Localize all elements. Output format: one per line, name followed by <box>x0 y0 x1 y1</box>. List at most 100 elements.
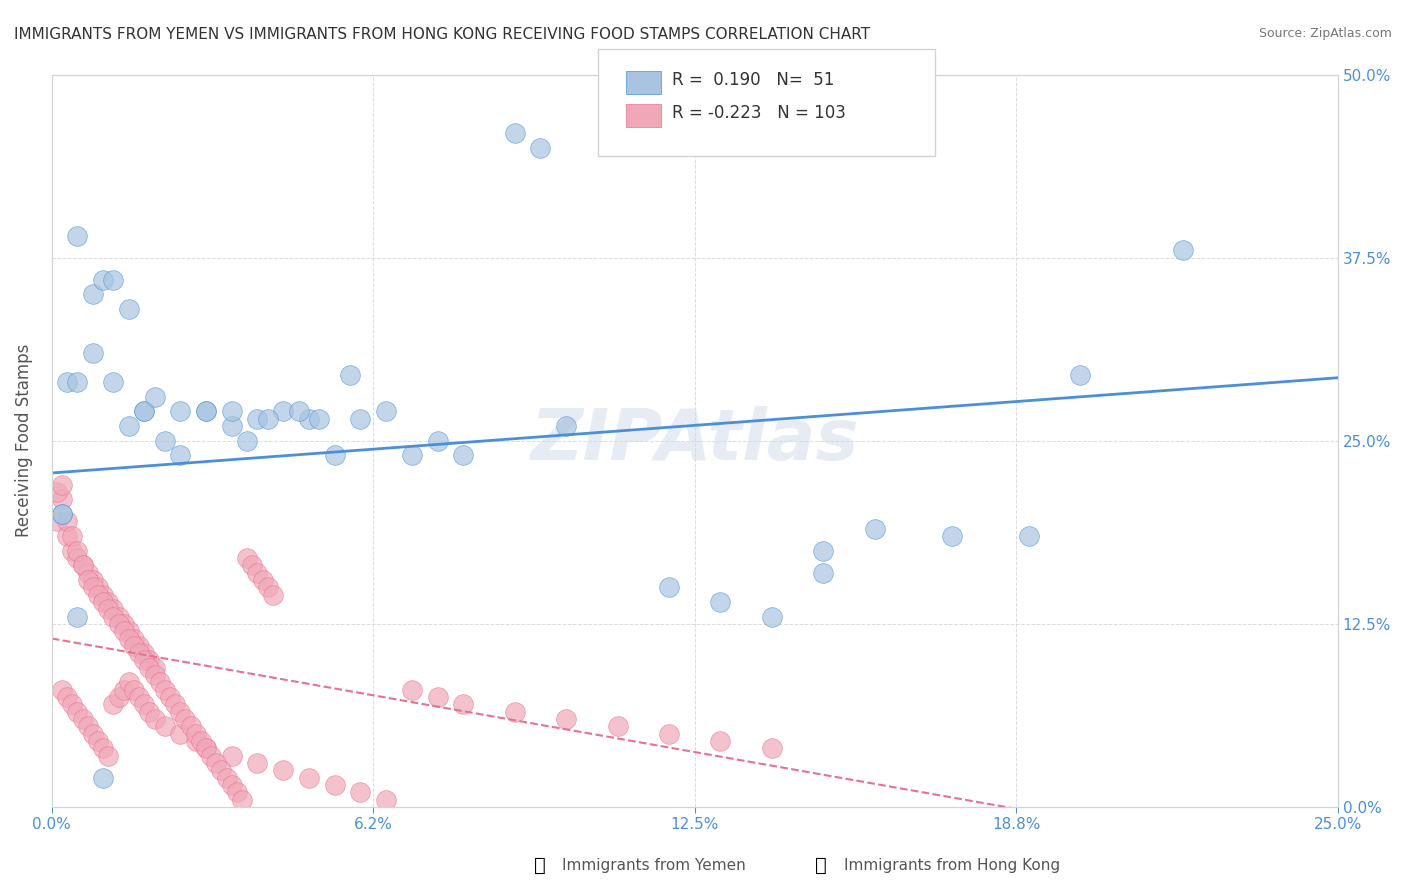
Point <box>221 419 243 434</box>
Point <box>863 522 886 536</box>
Point <box>82 580 104 594</box>
Point <box>112 682 135 697</box>
Point <box>118 624 141 639</box>
Point <box>128 639 150 653</box>
Point <box>103 375 125 389</box>
Point <box>134 404 156 418</box>
Point <box>56 690 79 705</box>
Point <box>128 646 150 660</box>
Point <box>103 272 125 286</box>
Point <box>813 543 835 558</box>
Text: 🔴: 🔴 <box>815 855 827 875</box>
Point <box>174 712 197 726</box>
Point <box>143 712 166 726</box>
Point <box>184 734 207 748</box>
Point <box>149 675 172 690</box>
Point <box>97 595 120 609</box>
Point <box>91 771 114 785</box>
Point <box>256 411 278 425</box>
Point <box>72 712 94 726</box>
Point <box>339 368 361 382</box>
Point <box>122 639 145 653</box>
Point <box>45 514 67 528</box>
Text: R = -0.223   N = 103: R = -0.223 N = 103 <box>672 104 846 122</box>
Point <box>271 764 294 778</box>
Point <box>66 705 89 719</box>
Point <box>323 778 346 792</box>
Point <box>51 682 73 697</box>
Point <box>246 566 269 580</box>
Point <box>128 690 150 705</box>
Point <box>451 449 474 463</box>
Point <box>555 712 578 726</box>
Point <box>184 727 207 741</box>
Point <box>45 485 67 500</box>
Point <box>349 411 371 425</box>
Point <box>118 419 141 434</box>
Point <box>138 661 160 675</box>
Point <box>503 705 526 719</box>
Point <box>51 492 73 507</box>
Point <box>236 434 259 448</box>
Point <box>252 573 274 587</box>
Point <box>169 404 191 418</box>
Point <box>1069 368 1091 382</box>
Point <box>256 580 278 594</box>
Point <box>153 682 176 697</box>
Point <box>118 632 141 646</box>
Point <box>138 653 160 667</box>
Point <box>97 748 120 763</box>
Point <box>323 449 346 463</box>
Point <box>72 558 94 573</box>
Point <box>107 616 129 631</box>
Point <box>103 602 125 616</box>
Point <box>107 609 129 624</box>
Point <box>195 404 218 418</box>
Point <box>709 734 731 748</box>
Point <box>66 609 89 624</box>
Point <box>658 727 681 741</box>
Point <box>236 550 259 565</box>
Point <box>159 690 181 705</box>
Point <box>66 228 89 243</box>
Point <box>82 287 104 301</box>
Point <box>298 771 321 785</box>
Y-axis label: Receiving Food Stamps: Receiving Food Stamps <box>15 344 32 538</box>
Point <box>112 624 135 639</box>
Point <box>66 375 89 389</box>
Point <box>426 690 449 705</box>
Text: R =  0.190   N=  51: R = 0.190 N= 51 <box>672 71 834 89</box>
Text: Immigrants from Yemen: Immigrants from Yemen <box>562 858 747 872</box>
Point <box>91 588 114 602</box>
Point <box>240 558 263 573</box>
Point <box>51 507 73 521</box>
Point <box>200 748 222 763</box>
Point <box>76 719 98 733</box>
Point <box>76 566 98 580</box>
Point <box>134 698 156 712</box>
Text: Immigrants from Hong Kong: Immigrants from Hong Kong <box>844 858 1060 872</box>
Point <box>143 390 166 404</box>
Text: 🔵: 🔵 <box>534 855 546 875</box>
Point <box>221 778 243 792</box>
Point <box>169 449 191 463</box>
Point <box>76 573 98 587</box>
Point <box>56 514 79 528</box>
Point <box>271 404 294 418</box>
Point <box>226 785 249 799</box>
Point <box>51 477 73 491</box>
Point <box>134 404 156 418</box>
Point <box>401 682 423 697</box>
Point <box>118 675 141 690</box>
Point <box>56 375 79 389</box>
Point <box>761 741 783 756</box>
Point <box>180 719 202 733</box>
Point <box>122 682 145 697</box>
Point <box>82 727 104 741</box>
Text: ZIPAtlas: ZIPAtlas <box>530 406 859 475</box>
Point <box>82 573 104 587</box>
Point <box>375 404 398 418</box>
Point <box>169 727 191 741</box>
Point <box>91 741 114 756</box>
Point <box>153 434 176 448</box>
